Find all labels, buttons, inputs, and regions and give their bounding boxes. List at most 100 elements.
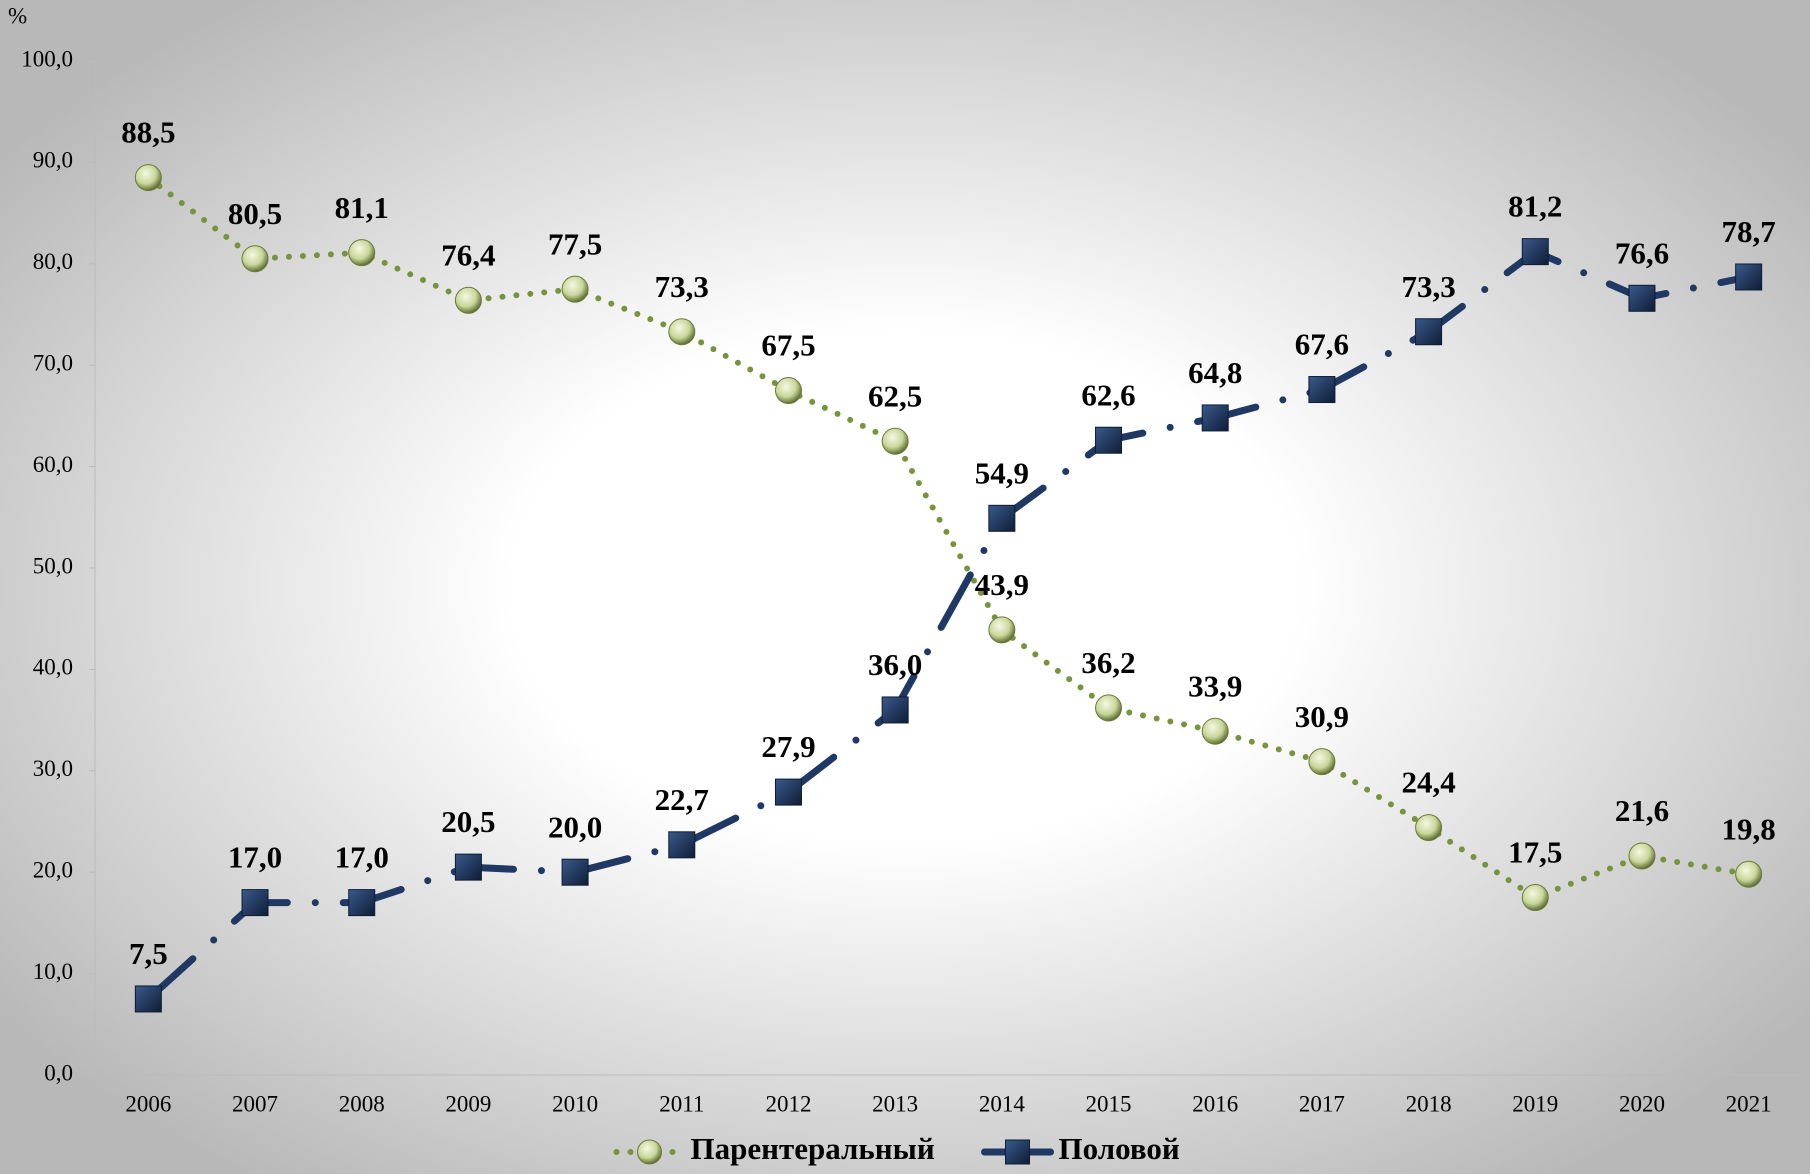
x-tick-label: 2006	[125, 1091, 171, 1116]
data-label: 67,5	[761, 328, 815, 363]
x-tick-label: 2014	[979, 1091, 1026, 1116]
data-label: 77,5	[548, 226, 602, 261]
point	[134, 985, 162, 1013]
data-label: 36,0	[868, 647, 922, 682]
point	[241, 889, 269, 917]
point	[1735, 263, 1763, 291]
data-label: 21,6	[1615, 793, 1669, 828]
x-tick-label: 2008	[339, 1091, 385, 1116]
x-tick-label: 2015	[1086, 1091, 1132, 1116]
y-tick-label: 70,0	[33, 350, 73, 375]
data-label: 7,5	[129, 936, 168, 971]
data-label: 76,4	[441, 237, 495, 272]
point	[454, 853, 482, 881]
data-label: 17,0	[228, 840, 282, 875]
x-tick-label: 2017	[1299, 1091, 1345, 1116]
point	[348, 239, 376, 267]
point	[454, 286, 482, 314]
data-label: 54,9	[975, 455, 1029, 490]
point	[1308, 748, 1336, 776]
point	[1201, 717, 1229, 745]
data-label: 17,5	[1508, 835, 1562, 870]
data-label: 73,3	[1401, 269, 1455, 304]
data-label: 24,4	[1401, 765, 1455, 800]
point	[348, 889, 376, 917]
point	[241, 245, 269, 273]
data-label: 81,1	[335, 190, 389, 225]
point	[1628, 284, 1656, 312]
x-tick-label: 2016	[1192, 1091, 1238, 1116]
legend-label: Парентеральный	[691, 1131, 935, 1166]
data-label: 62,6	[1081, 377, 1135, 412]
data-label: 62,5	[868, 378, 922, 413]
point	[561, 858, 589, 886]
point	[1308, 376, 1336, 404]
y-tick-label: 90,0	[33, 148, 73, 173]
x-tick-label: 2013	[872, 1091, 918, 1116]
y-tick-label: 50,0	[33, 553, 73, 578]
point	[1095, 426, 1123, 454]
data-label: 22,7	[655, 782, 709, 817]
y-tick-label: 30,0	[33, 756, 73, 781]
y-tick-label: 0,0	[44, 1060, 73, 1085]
data-label: 76,6	[1615, 235, 1669, 270]
point	[1201, 404, 1229, 432]
x-tick-label: 2020	[1619, 1091, 1665, 1116]
legend-item: Половой	[981, 1131, 1180, 1166]
legend-marker	[1005, 1139, 1030, 1165]
data-label: 80,5	[228, 196, 282, 231]
data-label: 43,9	[975, 567, 1029, 602]
data-label: 27,9	[761, 729, 815, 764]
data-label: 17,0	[335, 840, 389, 875]
data-label: 81,2	[1508, 189, 1562, 224]
line	[144, 247, 1753, 1003]
point	[134, 164, 162, 192]
point	[881, 696, 909, 724]
data-label: 88,5	[121, 115, 175, 150]
point	[881, 427, 909, 455]
data-label: 64,8	[1188, 355, 1242, 390]
x-tick-label: 2007	[232, 1091, 278, 1116]
data-label: 30,9	[1295, 699, 1349, 734]
point	[668, 318, 696, 346]
y-tick-label: 60,0	[33, 452, 73, 477]
point	[1415, 814, 1443, 842]
point	[774, 377, 802, 405]
point	[668, 831, 696, 859]
x-tick-label: 2009	[445, 1091, 491, 1116]
point	[1415, 318, 1443, 346]
x-tick-label: 2010	[552, 1091, 598, 1116]
data-label: 19,8	[1722, 811, 1776, 846]
x-tick-label: 2011	[659, 1091, 704, 1116]
data-label: 73,3	[655, 269, 709, 304]
y-tick-label: 20,0	[33, 857, 73, 882]
legend-label: Половой	[1059, 1131, 1180, 1166]
x-tick-label: 2019	[1512, 1091, 1558, 1116]
data-label: 67,6	[1295, 327, 1349, 362]
legend-marker	[637, 1139, 662, 1165]
x-tick-label: 2021	[1726, 1091, 1772, 1116]
data-label: 78,7	[1722, 214, 1776, 249]
point	[561, 275, 589, 303]
x-tick-label: 2012	[765, 1091, 811, 1116]
data-label: 20,5	[441, 804, 495, 839]
point	[1521, 884, 1549, 912]
point	[774, 778, 802, 806]
point	[1735, 860, 1763, 888]
y-tick-label: 100,0	[21, 46, 73, 71]
data-label: 33,9	[1188, 668, 1242, 703]
x-tick-label: 2018	[1406, 1091, 1452, 1116]
data-label: 36,2	[1081, 645, 1135, 680]
y-tick-label: 40,0	[33, 655, 73, 680]
point	[1521, 238, 1549, 266]
y-tick-label: 10,0	[33, 959, 73, 984]
point	[1095, 694, 1123, 722]
y-axis-label: %	[8, 3, 27, 28]
point	[988, 616, 1016, 644]
data-label: 20,0	[548, 809, 602, 844]
legend-item: Парентеральный	[613, 1131, 935, 1166]
point	[988, 504, 1016, 532]
point	[1628, 842, 1656, 870]
